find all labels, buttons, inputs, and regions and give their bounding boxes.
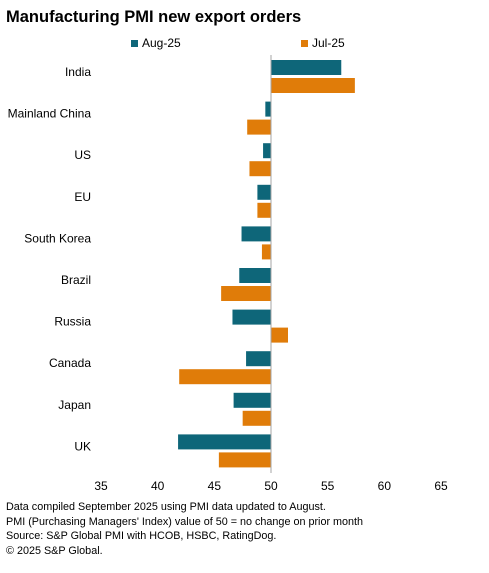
legend-label-aug: Aug-25 — [142, 36, 181, 50]
x-tick-label: 50 — [264, 479, 278, 493]
legend-swatch-jul — [301, 39, 308, 47]
bar-jul — [221, 286, 271, 301]
bar-aug — [271, 60, 342, 75]
footnotes: Data compiled September 2025 using PMI d… — [6, 500, 363, 558]
bar-aug — [265, 101, 271, 117]
x-tick-label: 65 — [434, 479, 448, 493]
category-label: Russia — [54, 315, 91, 329]
bar-jul — [242, 410, 271, 426]
category-label: UK — [74, 439, 91, 453]
legend-label-jul: Jul-25 — [312, 36, 345, 50]
category-label: Mainland China — [8, 107, 92, 121]
footnote-4: © 2025 S&P Global. — [6, 544, 103, 557]
bar-jul — [271, 78, 355, 93]
x-tick-label: 45 — [208, 479, 222, 493]
footnote-3: Source: S&P Global PMI with HCOB, HSBC, … — [6, 530, 277, 542]
legend-item-aug: Aug-25 — [131, 36, 181, 50]
bar-jul — [179, 369, 271, 385]
x-tick-label: 60 — [378, 479, 392, 493]
bar-jul — [271, 327, 288, 343]
bar-jul — [249, 161, 271, 177]
category-label: US — [74, 148, 91, 162]
category-label: India — [65, 65, 91, 79]
bar-aug — [257, 184, 271, 200]
category-label: EU — [74, 190, 91, 204]
footnote-1: Data compiled September 2025 using PMI d… — [6, 501, 326, 513]
bar-aug — [241, 226, 271, 242]
bar-aug — [233, 392, 271, 408]
legend-swatch-aug — [131, 39, 138, 47]
bar-aug — [232, 309, 271, 325]
bar-jul — [247, 119, 271, 135]
category-label: Japan — [58, 398, 91, 412]
bar-aug — [239, 268, 271, 283]
category-label: Brazil — [61, 273, 91, 287]
bar-aug — [246, 351, 271, 367]
x-tick-label: 40 — [151, 479, 165, 493]
bar-aug — [178, 434, 271, 450]
bar-jul — [261, 244, 271, 260]
x-tick-label: 35 — [94, 479, 108, 493]
bar-chart: India Mainland China US EU South Korea Brazil… — [8, 55, 448, 493]
category-label: Canada — [49, 356, 91, 370]
footnote-2: PMI (Purchasing Managers' Index) value o… — [6, 515, 364, 528]
legend-item-jul: Jul-25 — [301, 36, 345, 50]
category-label: South Korea — [24, 231, 91, 245]
bar-jul — [257, 202, 271, 218]
bar-aug — [263, 143, 271, 159]
chart-title: Manufacturing PMI new export orders — [6, 8, 302, 26]
bar-jul — [218, 452, 271, 468]
x-tick-label: 55 — [321, 479, 335, 493]
